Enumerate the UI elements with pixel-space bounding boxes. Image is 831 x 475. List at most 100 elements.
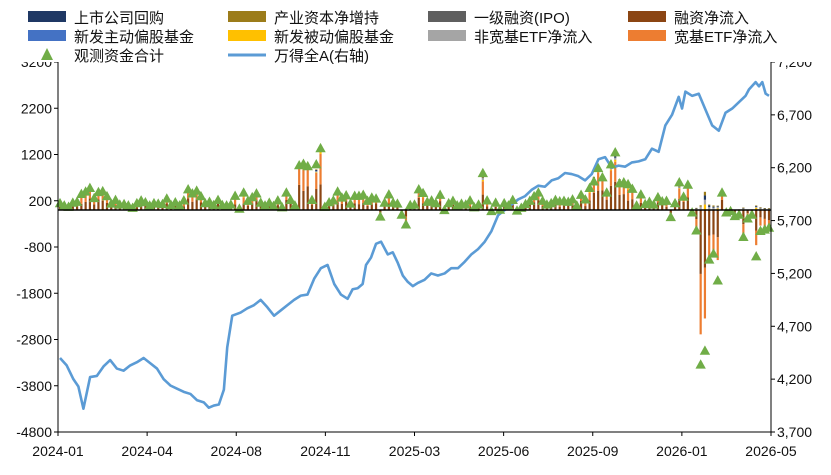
total-marker: [358, 189, 369, 199]
bar-segment: [75, 205, 79, 210]
bar-segment: [434, 205, 437, 210]
bar-segment: [639, 202, 642, 210]
bar-segment: [157, 206, 160, 210]
bar-segment: [319, 184, 322, 210]
x-tick-label: 2025-03: [389, 443, 441, 459]
bar-segment: [276, 205, 279, 210]
total-marker: [597, 171, 608, 182]
bar-segment: [447, 206, 450, 210]
bar-segment: [712, 234, 715, 251]
total-marker: [289, 200, 301, 210]
bar-segment: [140, 204, 143, 210]
total-marker: [477, 167, 489, 178]
bar-segment: [678, 188, 681, 200]
total-marker: [469, 202, 480, 212]
bar-segment: [195, 190, 198, 200]
total-marker: [503, 200, 514, 210]
bar-segment: [370, 204, 373, 210]
total-marker: [648, 199, 659, 209]
right-tick-label: 5,200: [777, 265, 812, 281]
bar-segment: [242, 196, 245, 198]
index-line: [59, 80, 770, 411]
bar-segment: [592, 178, 595, 193]
legend-swatch: [41, 48, 53, 60]
bar-segment: [695, 210, 698, 219]
bar-segment: [362, 203, 365, 210]
bar-segment: [80, 196, 83, 204]
total-marker: [627, 183, 638, 193]
bar-segment: [319, 153, 322, 185]
bar-segment: [755, 205, 758, 207]
total-marker: [682, 179, 694, 189]
bar-segment: [673, 206, 677, 210]
bar-segment: [703, 195, 707, 200]
total-marker: [750, 251, 762, 261]
bar-segment: [639, 195, 642, 203]
bar-segment: [759, 207, 762, 209]
total-marker: [665, 211, 676, 222]
bar-segment: [614, 157, 617, 160]
bar-segment: [537, 200, 540, 210]
total-markers-layer: [54, 142, 775, 369]
bar-segment: [336, 194, 339, 203]
legend-label: 融资净流入: [674, 10, 749, 27]
bar-segment: [387, 203, 390, 210]
bar-segment: [357, 204, 361, 210]
bar-segment: [712, 210, 715, 235]
bar-segment: [678, 188, 681, 189]
bar-segment: [708, 210, 711, 236]
total-marker: [88, 192, 100, 203]
bar-segment: [699, 205, 702, 207]
bar-segment: [481, 177, 484, 178]
total-marker: [311, 159, 322, 169]
bar-segment: [302, 190, 305, 210]
bar-segment: [759, 217, 762, 226]
x-tick-label: 2024-04: [121, 443, 173, 459]
bar-segment: [626, 188, 630, 190]
bar-segment: [383, 206, 386, 210]
total-marker: [733, 209, 745, 219]
bar-segment: [682, 201, 685, 210]
bar-segment: [336, 202, 339, 210]
total-marker: [669, 197, 681, 208]
bar-segment: [716, 205, 719, 207]
bar-segment: [477, 207, 480, 210]
bar-segment: [759, 208, 762, 210]
total-marker: [473, 199, 484, 209]
bar-segment: [699, 210, 702, 274]
total-marker: [580, 194, 591, 204]
bar-segment: [631, 191, 634, 200]
bar-segment: [755, 207, 758, 210]
total-marker: [340, 190, 352, 200]
bar-segment: [695, 219, 698, 229]
total-marker: [417, 187, 429, 198]
bar-segment: [601, 175, 604, 191]
total-marker: [161, 193, 172, 203]
bar-segment: [251, 203, 254, 210]
total-marker: [251, 188, 262, 198]
bar-segment: [451, 204, 455, 210]
legend-label: 非宽基ETF净流入: [474, 29, 592, 46]
bar-segment: [421, 197, 425, 204]
left-tick-label: 2200: [21, 100, 52, 116]
bar-segment: [614, 161, 617, 182]
bar-segment: [302, 169, 305, 191]
bar-segment: [242, 203, 245, 210]
bar-segment: [763, 208, 766, 209]
bar-segment: [716, 208, 719, 210]
total-marker: [101, 190, 113, 201]
bar-segment: [665, 206, 668, 210]
bar-segment: [609, 170, 613, 186]
index-line-layer: [59, 80, 770, 411]
total-marker: [195, 190, 207, 201]
bar-segment: [703, 191, 707, 196]
right-tick-label: 6,700: [777, 107, 812, 123]
bar-segment: [767, 208, 771, 209]
bar-segment: [481, 194, 484, 210]
bar-segment: [597, 172, 600, 191]
bar-segment: [396, 207, 399, 210]
total-marker: [302, 160, 313, 171]
bar-segment: [532, 202, 536, 210]
bar-segment: [486, 206, 489, 210]
legend-label: 一级融资(IPO): [474, 10, 570, 27]
